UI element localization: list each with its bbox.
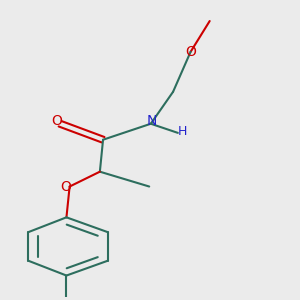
Text: O: O — [52, 114, 63, 128]
Text: O: O — [60, 179, 70, 194]
Text: H: H — [178, 125, 187, 138]
Text: O: O — [185, 45, 196, 59]
Text: N: N — [147, 114, 158, 128]
